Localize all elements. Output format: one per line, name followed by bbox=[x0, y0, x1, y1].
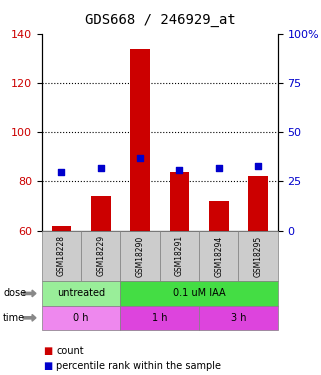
Point bbox=[256, 163, 261, 169]
Text: GSM18291: GSM18291 bbox=[175, 236, 184, 276]
Bar bbox=[248, 177, 268, 231]
Point bbox=[177, 166, 182, 172]
Text: GDS668 / 246929_at: GDS668 / 246929_at bbox=[85, 13, 236, 27]
Text: 1 h: 1 h bbox=[152, 313, 168, 323]
Text: 0 h: 0 h bbox=[73, 313, 89, 323]
Text: dose: dose bbox=[3, 288, 26, 298]
Bar bbox=[169, 172, 189, 231]
Point bbox=[59, 169, 64, 175]
Text: GSM18294: GSM18294 bbox=[214, 236, 223, 277]
Text: percentile rank within the sample: percentile rank within the sample bbox=[56, 361, 221, 370]
Point bbox=[98, 165, 103, 171]
Text: count: count bbox=[56, 346, 84, 355]
Text: GSM18295: GSM18295 bbox=[254, 236, 263, 277]
Text: ■: ■ bbox=[43, 361, 53, 370]
Text: GSM18229: GSM18229 bbox=[96, 236, 105, 276]
Bar bbox=[209, 201, 229, 231]
Point bbox=[137, 155, 143, 161]
Text: GSM18228: GSM18228 bbox=[57, 236, 66, 276]
Text: GSM18290: GSM18290 bbox=[135, 236, 144, 277]
Point bbox=[216, 165, 221, 171]
Text: time: time bbox=[3, 313, 25, 323]
Bar bbox=[91, 196, 110, 231]
Text: untreated: untreated bbox=[57, 288, 105, 298]
Text: 0.1 uM IAA: 0.1 uM IAA bbox=[173, 288, 225, 298]
Bar bbox=[130, 48, 150, 231]
Text: ■: ■ bbox=[43, 346, 53, 355]
Bar bbox=[52, 226, 71, 231]
Text: 3 h: 3 h bbox=[230, 313, 246, 323]
